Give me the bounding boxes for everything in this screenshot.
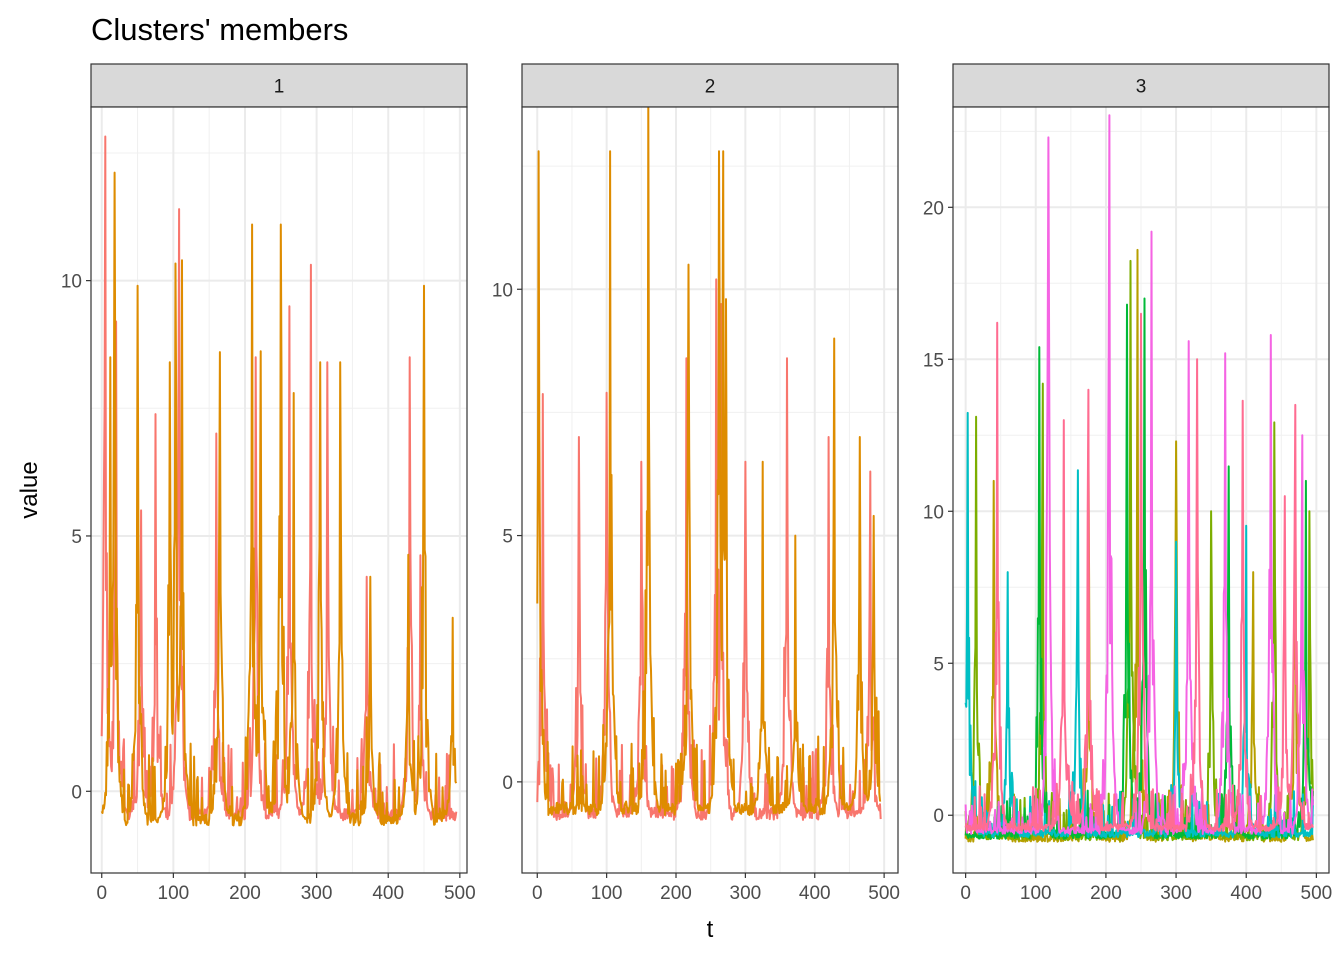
x-tick-label: 300 bbox=[301, 883, 333, 904]
panel-border bbox=[952, 106, 1330, 874]
x-tick-label: 0 bbox=[532, 883, 543, 904]
series-line bbox=[100, 135, 458, 822]
x-tick-label: 500 bbox=[868, 883, 900, 904]
series-group bbox=[964, 114, 1314, 843]
x-tick-label: 500 bbox=[444, 883, 476, 904]
y-tick-label: 10 bbox=[61, 272, 82, 293]
y-tick-label: 10 bbox=[492, 280, 513, 301]
y-tick-label: 5 bbox=[502, 527, 513, 548]
x-axis-title: t bbox=[707, 916, 714, 943]
x-tick-label: 400 bbox=[1230, 883, 1262, 904]
facet-strip-label-3: 3 bbox=[1136, 77, 1147, 98]
x-tick-label: 100 bbox=[1020, 883, 1052, 904]
y-tick-label: 0 bbox=[933, 806, 944, 827]
panel-2: 2 0 100 200 300 400 500 0 5 10 bbox=[492, 63, 900, 904]
x-tick-label: 200 bbox=[229, 883, 261, 904]
series-group bbox=[100, 135, 458, 827]
x-tick-label: 0 bbox=[96, 883, 107, 904]
x-tick-label: 200 bbox=[660, 883, 692, 904]
x-tick-label: 300 bbox=[1160, 883, 1192, 904]
series-group bbox=[536, 107, 882, 821]
facet-strip-label-2: 2 bbox=[705, 77, 716, 98]
facet-strip-3 bbox=[952, 63, 1330, 108]
x-tick-label: 100 bbox=[591, 883, 623, 904]
chart-title: Clusters' members bbox=[91, 12, 348, 47]
panel-3: 3 0 100 200 300 400 500 0 5 10 15 20 bbox=[923, 63, 1333, 904]
y-axis-title: value bbox=[16, 461, 43, 518]
series-line bbox=[964, 312, 1314, 833]
facet-strip-1 bbox=[90, 63, 468, 108]
y-tick-label: 20 bbox=[923, 198, 944, 219]
series-line bbox=[536, 107, 882, 817]
panel-border bbox=[90, 106, 468, 874]
x-tick-label: 200 bbox=[1090, 883, 1122, 904]
facet-strip-label-1: 1 bbox=[274, 77, 285, 98]
panel-border bbox=[521, 106, 899, 874]
x-tick-label: 0 bbox=[960, 883, 971, 904]
x-tick-label: 400 bbox=[799, 883, 831, 904]
x-tick-label: 400 bbox=[372, 883, 404, 904]
series-line bbox=[100, 171, 458, 827]
y-tick-label: 10 bbox=[923, 502, 944, 523]
y-tick-label: 5 bbox=[71, 527, 82, 548]
y-tick-label: 5 bbox=[933, 654, 944, 675]
y-tick-label: 0 bbox=[502, 773, 513, 794]
y-tick-label: 0 bbox=[71, 782, 82, 803]
x-tick-label: 300 bbox=[730, 883, 762, 904]
y-tick-label: 15 bbox=[923, 350, 944, 371]
x-tick-label: 100 bbox=[158, 883, 190, 904]
x-tick-label: 500 bbox=[1301, 883, 1333, 904]
